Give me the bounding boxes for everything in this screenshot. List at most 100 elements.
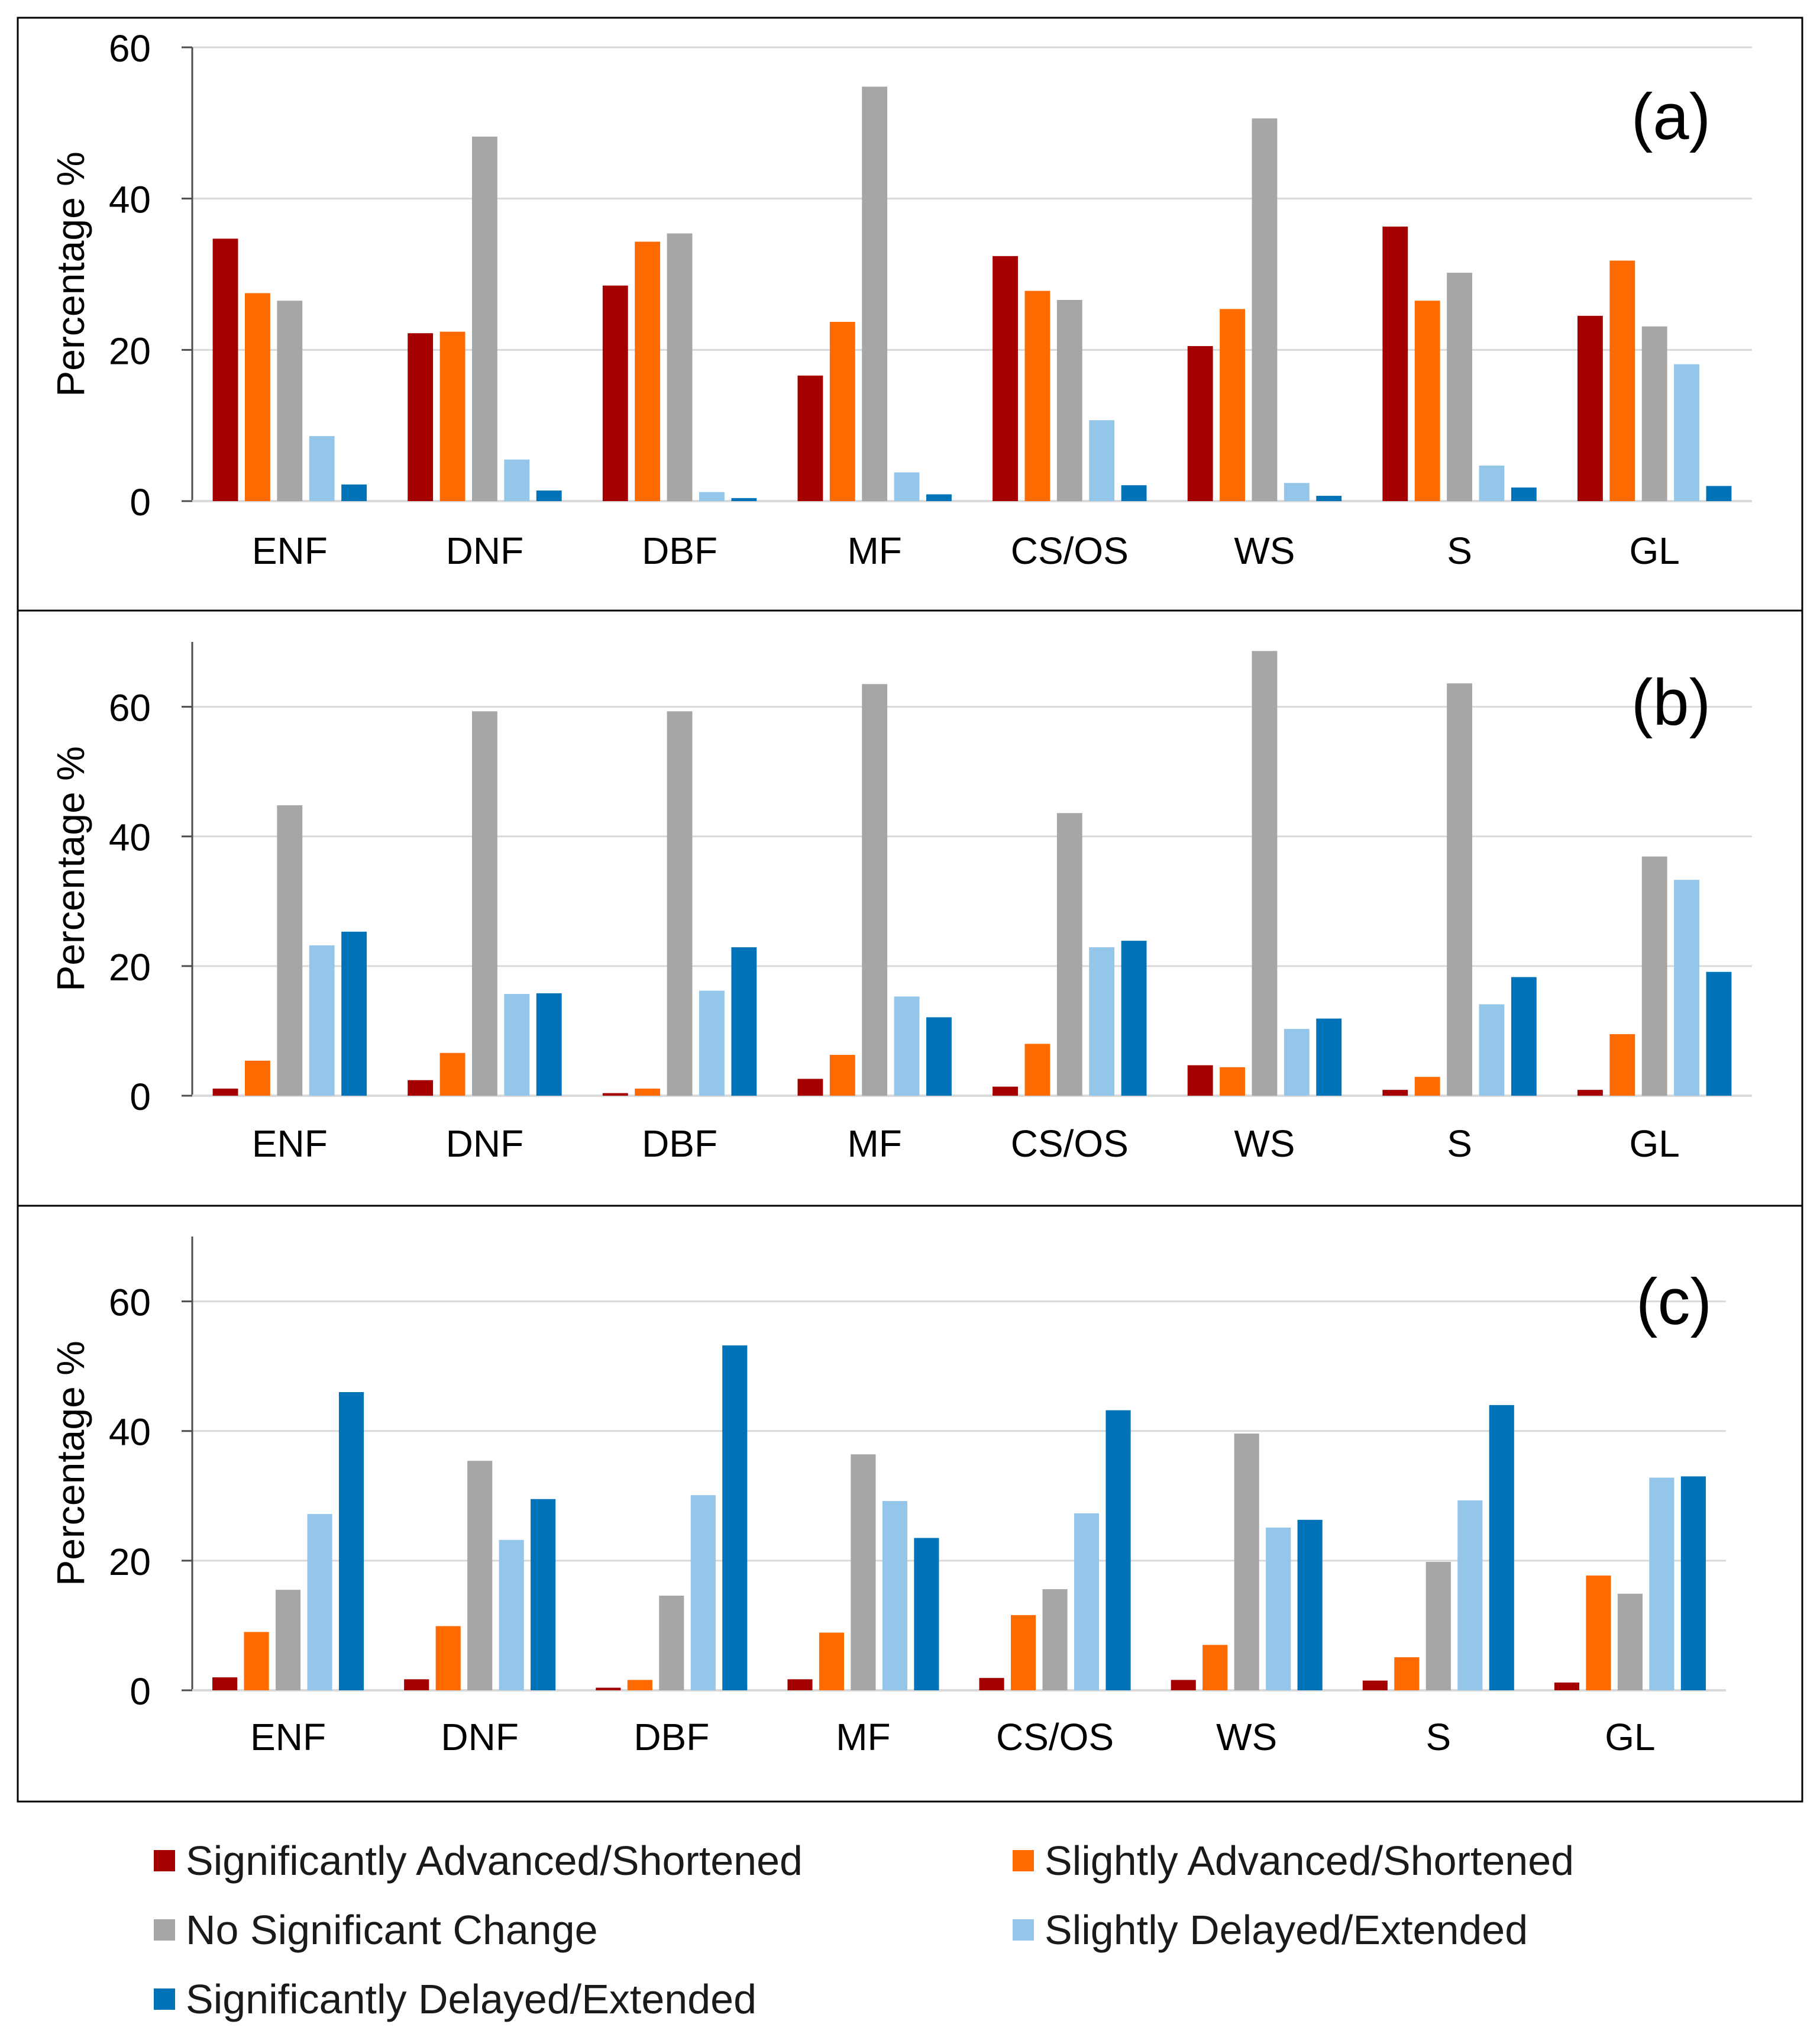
bar-mf-slightly-delayed-extended <box>894 472 920 501</box>
bar-enf-significantly-advanced-shortened <box>212 1677 238 1690</box>
bar-ws-no-significant-change <box>1234 1434 1259 1690</box>
bar-dnf-slightly-advanced-shortened <box>439 1053 465 1096</box>
bar-cs-os-significantly-delayed-extended <box>1121 485 1147 501</box>
bar-dnf-slightly-advanced-shortened <box>439 331 465 501</box>
y-axis-label: Percentage % <box>49 1341 92 1586</box>
bar-dbf-slightly-advanced-shortened <box>627 1680 652 1690</box>
legend-label-no-significant-change: No Significant Change <box>186 1907 598 1953</box>
bar-mf-slightly-delayed-extended <box>882 1501 907 1690</box>
x-tick-label-ws: WS <box>1234 530 1295 572</box>
bar-s-significantly-advanced-shortened <box>1382 1090 1408 1096</box>
bar-ws-significantly-delayed-extended <box>1297 1519 1323 1690</box>
y-tick-label: 0 <box>130 481 151 524</box>
bar-cs-os-slightly-delayed-extended <box>1089 420 1115 501</box>
bar-mf-significantly-delayed-extended <box>914 1538 939 1690</box>
panel-label: (c) <box>1636 1266 1712 1338</box>
legend-swatch-slightly-delayed <box>1013 1919 1034 1941</box>
legend-swatch-significantly-delayed <box>154 1988 175 2010</box>
legend-item-no-significant-change: No Significant Change <box>154 1900 598 1959</box>
y-tick-label: 60 <box>109 27 151 70</box>
x-tick-label-ws: WS <box>1234 1122 1295 1165</box>
legend-item-significantly-delayed: Significantly Delayed/Extended <box>154 1970 757 2029</box>
x-tick-label-cs-os: CS/OS <box>1011 1122 1129 1165</box>
x-tick-label-dbf: DBF <box>642 530 717 572</box>
bar-gl-slightly-delayed-extended <box>1674 880 1700 1096</box>
y-tick-label: 20 <box>109 330 151 372</box>
x-tick-label-ws: WS <box>1216 1716 1277 1758</box>
legend-label-slightly-delayed: Slightly Delayed/Extended <box>1045 1907 1528 1953</box>
bar-dbf-slightly-delayed-extended <box>690 1495 716 1690</box>
bar-enf-significantly-delayed-extended <box>341 484 367 501</box>
bar-ws-significantly-advanced-shortened <box>1171 1680 1196 1690</box>
bar-mf-slightly-advanced-shortened <box>829 1054 855 1096</box>
bar-gl-slightly-delayed-extended <box>1674 364 1700 501</box>
bar-mf-significantly-advanced-shortened <box>797 1079 823 1096</box>
bar-cs-os-no-significant-change <box>1056 813 1082 1096</box>
x-tick-label-dnf: DNF <box>441 1716 519 1758</box>
panel-frame <box>17 1205 1803 1803</box>
bar-gl-slightly-delayed-extended <box>1649 1477 1674 1690</box>
bar-enf-slightly-advanced-shortened <box>244 293 270 501</box>
y-tick-label: 20 <box>109 1541 151 1583</box>
bar-dnf-significantly-advanced-shortened <box>408 333 434 501</box>
legend-swatch-no-significant-change <box>154 1919 175 1941</box>
bar-mf-significantly-delayed-extended <box>926 1017 952 1096</box>
bar-s-significantly-advanced-shortened <box>1362 1680 1388 1690</box>
bar-dnf-significantly-delayed-extended <box>531 1499 556 1690</box>
bar-enf-significantly-delayed-extended <box>341 931 367 1096</box>
bar-enf-significantly-advanced-shortened <box>212 238 238 501</box>
panel-c: 0 20 40 60 Percentage % (c) ENF DNF DBF MF CS/OS WS… <box>17 1205 1803 1803</box>
bar-enf-no-significant-change <box>277 301 303 501</box>
x-tick-label-s: S <box>1425 1716 1451 1758</box>
x-tick-label-dbf: DBF <box>633 1716 709 1758</box>
x-tick-label-mf: MF <box>836 1716 890 1758</box>
x-tick-label-enf: ENF <box>252 1122 328 1165</box>
bar-enf-no-significant-change <box>275 1590 301 1690</box>
bar-dbf-significantly-delayed-extended <box>722 1345 748 1690</box>
bar-dbf-no-significant-change <box>659 1596 684 1690</box>
bar-s-significantly-advanced-shortened <box>1382 226 1408 501</box>
bar-dbf-slightly-delayed-extended <box>699 990 725 1096</box>
bar-s-no-significant-change <box>1447 683 1472 1096</box>
bar-ws-slightly-advanced-shortened <box>1220 1067 1245 1096</box>
bar-dnf-no-significant-change <box>472 136 497 502</box>
bar-dnf-no-significant-change <box>472 711 497 1096</box>
bar-ws-slightly-advanced-shortened <box>1220 309 1245 501</box>
legend: Significantly Advanced/Shortened Slightl… <box>154 1831 1692 2032</box>
bar-ws-slightly-delayed-extended <box>1284 483 1310 501</box>
bar-dnf-slightly-delayed-extended <box>504 993 530 1096</box>
x-tick-label-dnf: DNF <box>446 530 524 572</box>
bar-enf-slightly-delayed-extended <box>309 945 335 1096</box>
bar-cs-os-significantly-delayed-extended <box>1121 941 1147 1096</box>
y-axis-label: Percentage % <box>49 746 92 992</box>
bar-dnf-significantly-delayed-extended <box>536 993 562 1096</box>
legend-label-significantly-advanced: Significantly Advanced/Shortened <box>186 1838 803 1884</box>
bar-dbf-no-significant-change <box>667 233 693 501</box>
bar-cs-os-significantly-advanced-shortened <box>993 1086 1018 1096</box>
y-tick-label: 40 <box>109 1411 151 1454</box>
bar-dnf-significantly-advanced-shortened <box>408 1080 434 1096</box>
bar-enf-slightly-delayed-extended <box>309 436 335 501</box>
x-tick-label-dbf: DBF <box>642 1122 717 1165</box>
bar-cs-os-significantly-advanced-shortened <box>979 1678 1004 1690</box>
bar-ws-significantly-delayed-extended <box>1316 496 1342 501</box>
bar-s-slightly-advanced-shortened <box>1414 1077 1440 1096</box>
bar-ws-no-significant-change <box>1252 651 1278 1096</box>
bar-s-slightly-advanced-shortened <box>1394 1657 1420 1690</box>
bar-ws-significantly-advanced-shortened <box>1187 346 1213 501</box>
bar-dbf-no-significant-change <box>667 711 693 1096</box>
panel-label: (b) <box>1631 666 1711 739</box>
bar-ws-slightly-delayed-extended <box>1284 1029 1310 1096</box>
legend-swatch-slightly-advanced <box>1013 1850 1034 1871</box>
bar-s-slightly-delayed-extended <box>1479 1004 1505 1096</box>
bar-ws-slightly-advanced-shortened <box>1202 1645 1228 1690</box>
bar-mf-slightly-delayed-extended <box>894 996 920 1096</box>
bar-gl-significantly-delayed-extended <box>1706 971 1732 1096</box>
bar-mf-no-significant-change <box>862 684 888 1096</box>
y-tick-label: 40 <box>109 816 151 859</box>
bar-dbf-slightly-advanced-shortened <box>635 241 661 501</box>
bar-gl-significantly-advanced-shortened <box>1577 1090 1603 1096</box>
bar-mf-no-significant-change <box>851 1454 876 1690</box>
bar-enf-slightly-advanced-shortened <box>244 1060 270 1096</box>
